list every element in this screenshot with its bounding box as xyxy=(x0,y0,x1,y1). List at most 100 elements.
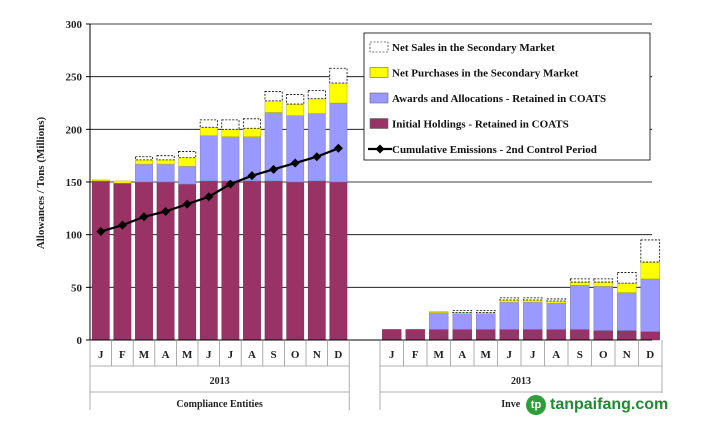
year-label: 2013 xyxy=(210,376,230,387)
bar-initial-holdings xyxy=(221,180,240,341)
emissions-point xyxy=(225,179,235,189)
bar-initial-holdings xyxy=(329,181,348,341)
bar-net-sales xyxy=(522,297,543,301)
bar-net-purchases xyxy=(199,126,218,136)
bar-net-purchases xyxy=(264,100,283,113)
x-tick-label: O xyxy=(599,349,608,361)
x-tick-label: A xyxy=(162,349,170,361)
bar-awards-allocations xyxy=(452,313,472,330)
bar-awards-allocations xyxy=(199,135,218,182)
bar-net-purchases xyxy=(476,312,496,314)
bar-awards-allocations xyxy=(617,292,637,331)
bar-net-purchases xyxy=(91,179,110,182)
y-tick-label: 0 xyxy=(77,335,83,347)
watermark: tp tanpaifang.com xyxy=(520,393,675,417)
bar-net-sales xyxy=(329,67,348,84)
legend-box xyxy=(363,32,651,161)
y-tick-label: 250 xyxy=(66,72,83,84)
x-tick-label: J xyxy=(98,349,104,361)
bar-awards-allocations xyxy=(429,312,449,330)
bar-net-sales xyxy=(640,239,661,263)
bar-initial-holdings xyxy=(476,329,496,341)
x-tick-label: D xyxy=(646,349,654,361)
bar-net-sales xyxy=(134,156,154,161)
bar-awards-allocations xyxy=(570,284,590,330)
x-tick-label: D xyxy=(334,349,342,361)
bar-awards-allocations xyxy=(221,136,240,182)
x-tick-label: O xyxy=(291,349,300,361)
x-tick-label: M xyxy=(182,349,193,361)
emissions-point xyxy=(312,152,322,162)
bar-net-sales xyxy=(264,91,283,102)
bar-net-sales xyxy=(499,297,520,301)
x-tick-label: M xyxy=(139,349,150,361)
x-tick-label: A xyxy=(552,349,560,361)
bar-net-purchases xyxy=(135,159,153,165)
emissions-point xyxy=(161,206,171,216)
bar-initial-holdings xyxy=(135,181,153,341)
legend-swatch-initial xyxy=(369,118,389,129)
bar-awards-allocations xyxy=(156,163,175,183)
bar-net-sales xyxy=(199,119,218,128)
bar-awards-allocations xyxy=(546,302,566,330)
bar-awards-allocations xyxy=(286,115,305,183)
bar-awards-allocations xyxy=(307,113,326,182)
bar-initial-holdings xyxy=(307,180,326,341)
bar-initial-holdings xyxy=(113,182,132,341)
bar-awards-allocations xyxy=(523,301,543,330)
bar-net-sales xyxy=(178,151,197,159)
x-tick-label: J xyxy=(389,349,395,361)
bar-initial-holdings xyxy=(264,180,283,341)
bar-net-purchases xyxy=(178,157,197,167)
bar-initial-holdings xyxy=(593,330,613,341)
bar-initial-holdings xyxy=(429,329,449,341)
emissions-point xyxy=(269,164,279,174)
x-tick-label: A xyxy=(248,349,256,361)
bar-net-sales xyxy=(221,119,240,130)
x-tick-label: F xyxy=(119,349,126,361)
bar-initial-holdings xyxy=(617,330,637,341)
x-tick-label: J xyxy=(530,349,536,361)
bar-net-sales xyxy=(593,278,614,283)
y-axis-label: Allowances / Tons (Millions) xyxy=(35,116,47,249)
bar-net-sales xyxy=(616,272,637,284)
y-tick-label: 100 xyxy=(66,230,83,242)
bar-awards-allocations xyxy=(329,102,348,183)
bar-net-purchases xyxy=(156,159,175,165)
watermark-logo-icon: tp xyxy=(526,395,546,415)
bar-net-purchases xyxy=(113,180,132,184)
legend-label: Net Purchases in the Secondary Market xyxy=(392,68,579,80)
bar-initial-holdings xyxy=(523,329,543,341)
emissions-point xyxy=(117,220,127,230)
bar-initial-holdings xyxy=(156,181,175,341)
bar-initial-holdings xyxy=(286,181,305,341)
bar-net-purchases xyxy=(640,261,660,280)
legend-swatch-awards xyxy=(369,92,389,104)
legend-label: Cumulative Emissions - 2nd Control Perio… xyxy=(392,144,597,156)
bar-awards-allocations xyxy=(640,278,660,332)
bar-net-sales xyxy=(452,310,473,314)
bar-net-purchases xyxy=(617,282,637,293)
watermark-text: tanpaifang.com xyxy=(550,396,669,413)
x-tick-label: J xyxy=(507,349,513,361)
emissions-point xyxy=(290,158,300,168)
legend: Net Sales in the Secondary Market Net Pur… xyxy=(363,32,651,161)
bar-net-sales xyxy=(475,310,496,314)
bar-net-sales xyxy=(242,118,262,129)
x-tick-label: S xyxy=(271,349,277,361)
legend-swatch-sales xyxy=(369,41,389,53)
bar-net-sales xyxy=(569,278,590,283)
bars xyxy=(91,67,661,341)
emissions-series-line xyxy=(100,147,339,233)
emissions-point xyxy=(204,192,214,202)
x-tick-label: S xyxy=(577,349,583,361)
bar-awards-allocations xyxy=(593,286,613,331)
bar-net-purchases xyxy=(570,281,590,286)
bar-net-purchases xyxy=(221,129,240,137)
bar-awards-allocations xyxy=(178,165,197,185)
bar-net-sales xyxy=(307,89,326,100)
y-tick-label: 300 xyxy=(66,19,83,31)
bar-net-sales xyxy=(546,298,567,302)
emissions-point xyxy=(247,171,257,181)
